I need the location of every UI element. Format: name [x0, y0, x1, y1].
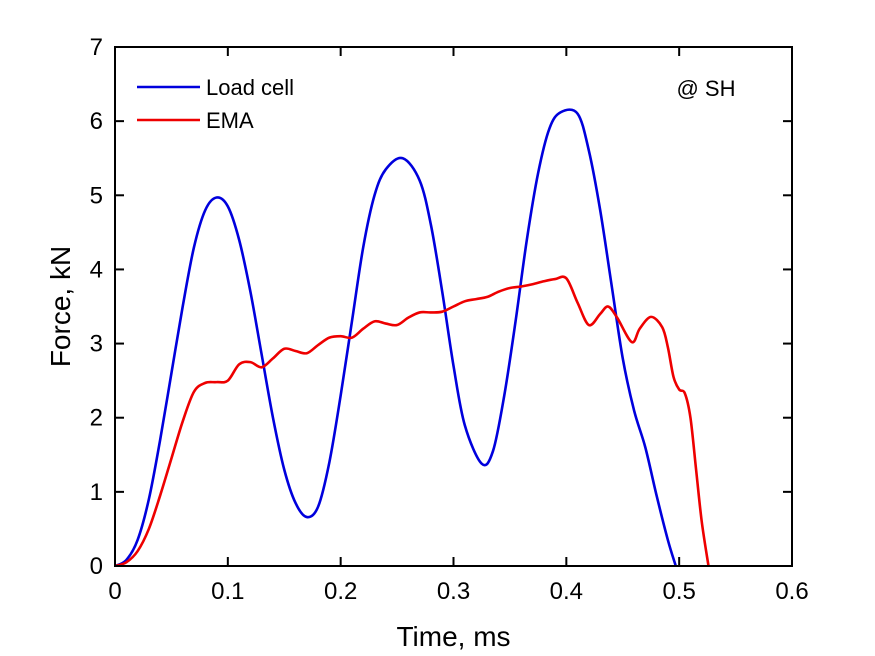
- legend-label: Load cell: [206, 75, 294, 100]
- legend-label: EMA: [206, 108, 254, 133]
- y-tick-label: 3: [90, 331, 103, 358]
- x-axis-title: Time, ms: [396, 621, 510, 652]
- y-axis: 0 1 2 3 4 5 6 7: [90, 34, 792, 580]
- x-tick-label: 0.6: [775, 578, 808, 605]
- y-tick-label: 4: [90, 256, 103, 283]
- y-axis-title: Force, kN: [45, 246, 76, 367]
- y-tick-label: 2: [90, 405, 103, 432]
- y-tick-label: 5: [90, 182, 103, 209]
- chart-annotation: @ SH: [676, 76, 735, 101]
- x-tick-label: 0.5: [662, 578, 695, 605]
- x-axis: 0 0.1 0.2 0.3 0.4 0.5 0.6: [108, 47, 809, 605]
- y-tick-label: 0: [90, 553, 103, 580]
- x-tick-label: 0.1: [211, 578, 244, 605]
- y-tick-label: 6: [90, 108, 103, 135]
- x-tick-label: 0.3: [437, 578, 470, 605]
- y-tick-label: 7: [90, 34, 103, 61]
- series-line-ema: [115, 275, 710, 566]
- series-layer: [115, 108, 710, 566]
- x-tick-label: 0.2: [324, 578, 357, 605]
- legend: Load cell EMA: [137, 75, 294, 133]
- x-tick-label: 0.4: [550, 578, 583, 605]
- x-tick-label: 0: [108, 578, 121, 605]
- series-line-load-cell: [115, 108, 678, 566]
- y-tick-label: 1: [90, 479, 103, 506]
